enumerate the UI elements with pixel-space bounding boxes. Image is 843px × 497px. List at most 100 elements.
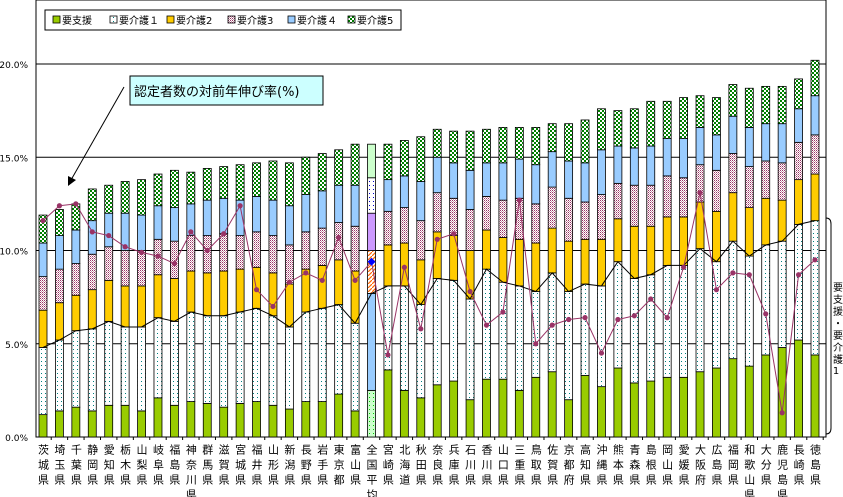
x-tick-label: 佐賀県 (546, 443, 559, 489)
bar-segment (367, 389, 376, 438)
bar-segment (580, 238, 590, 285)
bar-segment (383, 210, 393, 246)
bar-segment (662, 376, 672, 438)
bar-segment (235, 268, 245, 313)
x-tick-label: 岩手県 (316, 443, 329, 489)
bar-segment (744, 365, 754, 438)
bar-segment (153, 205, 163, 240)
bar-segment (580, 162, 590, 203)
bar-segment (613, 110, 623, 147)
bar-segment (153, 397, 163, 438)
bar-segment (350, 184, 360, 227)
bar-segment (252, 307, 261, 402)
legend-swatch (347, 15, 356, 24)
bar-segment (629, 147, 639, 186)
bar-segment (55, 410, 64, 438)
bar-segment (794, 78, 803, 110)
growth-rate-point (122, 244, 128, 250)
growth-rate-point (434, 236, 440, 242)
growth-rate-point (188, 229, 194, 235)
bar-segment (367, 250, 376, 294)
bar-segment (367, 292, 376, 391)
bar-segment (170, 320, 179, 406)
bar-segment (662, 100, 672, 140)
growth-rate-point (303, 270, 309, 276)
x-tick-label: 北海道 (398, 444, 411, 489)
bar-segment (301, 401, 311, 438)
bar-segment (186, 270, 196, 313)
growth-rate-point (812, 257, 818, 263)
bar-segment (350, 322, 360, 412)
bar-segment (695, 371, 705, 438)
legend-label: 要介護４ (297, 14, 337, 27)
growth-rate-point (631, 313, 637, 319)
bar-segment (120, 250, 130, 287)
growth-rate-point (664, 315, 670, 321)
x-tick-label: 熊本県 (611, 443, 624, 489)
y-tick-label: 0.0% (5, 434, 28, 444)
bar-segment (268, 235, 278, 274)
bar-segment (744, 207, 754, 257)
bar-segment (679, 138, 688, 179)
growth-rate-point (566, 316, 572, 323)
bar-segment (712, 169, 721, 212)
growth-rate-point (500, 309, 506, 315)
x-tick-label: 大分県 (759, 443, 772, 489)
bracket-label: 要支援・要介護1 (831, 282, 843, 379)
bar-segment (334, 259, 344, 305)
bar-segment (646, 225, 656, 276)
bar-segment (449, 130, 459, 164)
bar-segment (728, 358, 738, 438)
x-tick-label: 群馬県 (201, 443, 214, 489)
bar-segment (120, 404, 130, 438)
bar-segment (794, 141, 803, 181)
bar-segment (728, 192, 738, 242)
bar-segment (777, 85, 787, 125)
bar-segment (383, 179, 393, 212)
bar-segment (695, 164, 705, 203)
bar-segment (317, 227, 327, 266)
bar-segment (728, 115, 738, 154)
bar-segment (482, 162, 491, 197)
bar-segment (87, 328, 97, 412)
bar-segment (235, 164, 245, 201)
bar-segment (235, 311, 245, 404)
legend-swatch (287, 15, 296, 24)
x-tick-label: 栃木県 (119, 443, 132, 489)
bar-segment (761, 85, 771, 125)
bar-segment (219, 406, 229, 438)
bar-segment (186, 235, 196, 272)
bar-segment (383, 143, 393, 181)
bar-segment (761, 244, 771, 356)
legend-box (44, 9, 402, 31)
bar-segment (629, 278, 639, 384)
x-tick-label: 山形県 (266, 444, 279, 489)
x-tick-label: 奈良県 (431, 443, 444, 489)
bar-segment (383, 369, 393, 438)
x-tick-label: 福島県 (168, 443, 181, 489)
bar-segment (794, 223, 803, 341)
bar-segment (71, 263, 81, 296)
bar-segment (367, 212, 376, 251)
bar-segment (252, 231, 261, 268)
bar-segment (170, 240, 179, 279)
legend-label: 要介護2 (176, 14, 212, 27)
bar-segment (482, 196, 491, 231)
bar-segment (794, 179, 803, 225)
bar-segment (202, 168, 212, 201)
bar-segment (87, 410, 97, 438)
bar-segment (38, 276, 48, 311)
legend-label: 要介護１ (119, 14, 159, 27)
bar-segment (679, 216, 688, 266)
bar-segment (744, 87, 754, 128)
bar-segment (55, 268, 64, 304)
bar-segment (646, 145, 656, 186)
bar-segment (629, 382, 639, 438)
bar-segment (482, 229, 491, 270)
x-tick-label: 愛知県 (102, 444, 115, 489)
x-tick-label: 鹿児島県 (776, 443, 789, 497)
bar-segment (334, 149, 344, 186)
x-tick-label: 長崎県 (792, 444, 805, 489)
x-tick-label: 秋田県 (414, 443, 427, 489)
x-tick-label: 静岡県 (86, 443, 99, 489)
